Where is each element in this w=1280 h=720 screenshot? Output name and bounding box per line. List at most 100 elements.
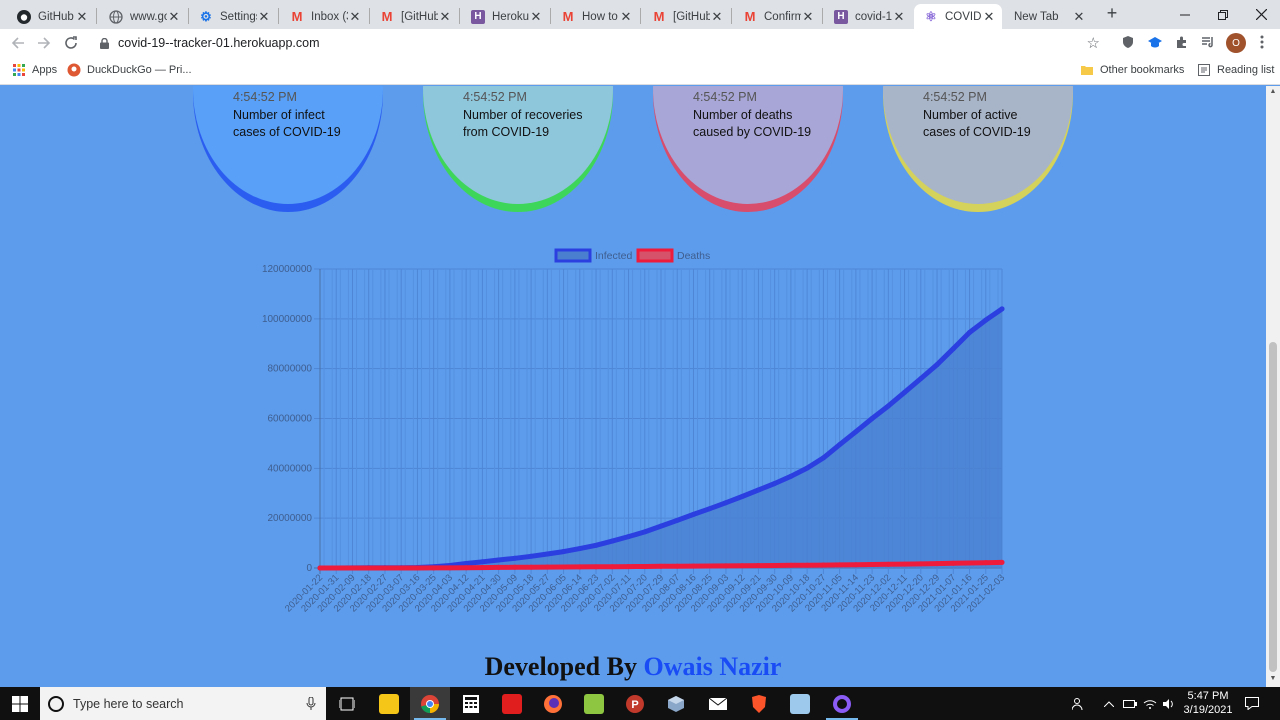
taskbar-postman[interactable]: P xyxy=(615,687,655,720)
restore-icon xyxy=(1218,9,1228,20)
data-point-infected xyxy=(479,559,485,565)
clock-time: 5:47 PM xyxy=(1187,690,1229,702)
browser-tab[interactable]: M Inbox (3✕ xyxy=(280,4,368,29)
extension-shield-icon[interactable] xyxy=(1119,33,1137,51)
extensions-puzzle-icon[interactable] xyxy=(1173,33,1191,51)
browser-tab[interactable]: M [GitHub]✕ xyxy=(370,4,458,29)
browser-tab[interactable]: M [GitHub]✕ xyxy=(642,4,730,29)
start-button[interactable] xyxy=(0,687,40,720)
taskbar-calculator[interactable] xyxy=(451,687,491,720)
github-desktop-icon xyxy=(833,694,851,713)
taskbar-acrobat[interactable] xyxy=(492,687,532,720)
reload-button[interactable] xyxy=(61,33,81,53)
volume-icon[interactable] xyxy=(1160,687,1178,720)
tab-close-icon[interactable]: ✕ xyxy=(258,8,270,24)
github-icon xyxy=(17,9,31,24)
browser-tab[interactable]: www.go ✕ xyxy=(99,4,187,29)
tab-close-icon[interactable]: ✕ xyxy=(530,8,542,24)
browser-menu-icon[interactable] xyxy=(1253,33,1271,51)
bookmark-star-icon[interactable]: ☆ xyxy=(1086,35,1100,52)
taskbar-chrome[interactable] xyxy=(410,687,450,720)
people-icon[interactable] xyxy=(1068,687,1090,720)
tab-close-icon[interactable]: ✕ xyxy=(620,8,632,24)
new-tab-button[interactable]: + xyxy=(1106,3,1118,23)
taskbar-firefox[interactable] xyxy=(533,687,573,720)
tab-title: [GitHub] xyxy=(401,10,438,23)
browser-tab[interactable]: M Confirm ✕ xyxy=(733,4,821,29)
browser-tab[interactable]: H Heroku ✕ xyxy=(461,4,549,29)
tab-title: How to xyxy=(582,10,618,23)
reading-list-button[interactable]: Reading list xyxy=(1197,63,1274,77)
restore-button[interactable] xyxy=(1204,0,1242,29)
tab-close-icon[interactable]: ✕ xyxy=(983,8,995,24)
data-point-infected xyxy=(496,557,502,563)
browser-tab[interactable]: ⚙ Settings✕ xyxy=(189,4,277,29)
data-point-infected xyxy=(658,523,664,529)
data-point-infected xyxy=(609,538,615,544)
tab-close-icon[interactable]: ✕ xyxy=(893,8,905,24)
page-scrollbar[interactable]: ▲ ▼ xyxy=(1266,86,1280,687)
taskbar-mail[interactable] xyxy=(698,687,738,720)
task-view-button[interactable] xyxy=(327,687,367,720)
tab-close-icon[interactable]: ✕ xyxy=(1073,8,1085,24)
data-point-infected xyxy=(707,506,713,512)
tab-close-icon[interactable]: ✕ xyxy=(168,8,180,24)
y-tick-label: 80000000 xyxy=(268,364,313,375)
wifi-icon[interactable] xyxy=(1140,687,1160,720)
scrollbar-thumb[interactable] xyxy=(1269,342,1277,672)
stat-card: 4:54:52 PM Number of deaths caused by COV… xyxy=(653,86,843,212)
tab-close-icon[interactable]: ✕ xyxy=(349,8,361,24)
tab-title: covid-1 xyxy=(855,10,892,23)
folder-icon xyxy=(379,693,399,714)
y-axis-labels: 0 20000000 40000000 60000000 80000000 1000000… xyxy=(262,264,313,574)
y-tick-label: 120000000 xyxy=(262,264,312,275)
extension-cap-icon[interactable] xyxy=(1146,33,1164,51)
bookmark-apps[interactable]: Apps xyxy=(12,63,57,77)
close-window-button[interactable] xyxy=(1242,0,1280,29)
duckduckgo-icon xyxy=(67,63,81,77)
data-point-deaths xyxy=(463,565,469,571)
profile-avatar[interactable]: O xyxy=(1226,33,1246,53)
tab-close-icon[interactable]: ✕ xyxy=(711,8,723,24)
system-clock[interactable]: 5:47 PM 3/19/2021 xyxy=(1175,689,1241,717)
battery-icon[interactable] xyxy=(1120,687,1140,720)
other-bookmarks-folder[interactable]: Other bookmarks xyxy=(1080,63,1184,77)
browser-tab[interactable]: GitHub ✕ xyxy=(7,4,95,29)
media-control-icon[interactable] xyxy=(1199,33,1217,51)
taskbar-virtualbox[interactable] xyxy=(656,687,696,720)
taskbar-brave[interactable] xyxy=(739,687,779,720)
tab-close-icon[interactable]: ✕ xyxy=(76,8,88,24)
tab-title: GitHub xyxy=(38,10,74,23)
minimize-button[interactable] xyxy=(1166,0,1204,29)
tab-separator xyxy=(188,8,189,24)
notification-center-icon[interactable] xyxy=(1242,687,1262,720)
tab-close-icon[interactable]: ✕ xyxy=(802,8,814,24)
browser-tab[interactable]: New Tab ✕ xyxy=(1004,4,1092,29)
data-point-deaths xyxy=(772,562,778,568)
firefox-icon xyxy=(544,694,562,713)
data-point-infected xyxy=(918,376,924,382)
data-point-deaths xyxy=(382,565,388,571)
taskbar-github-desktop[interactable] xyxy=(822,687,862,720)
x-axis-labels: 2020-01-222020-01-312020-02-092020-02-18… xyxy=(283,572,1007,614)
chevron-up-icon[interactable] xyxy=(1099,687,1119,720)
scroll-down-arrow-icon[interactable]: ▼ xyxy=(1269,675,1277,682)
forward-button[interactable] xyxy=(34,33,54,53)
browser-tab[interactable]: ⚛ COVID- ✕ xyxy=(914,4,1002,29)
task-view-icon xyxy=(339,697,355,710)
taskbar-search-box[interactable]: Type here to search xyxy=(40,687,326,720)
taskbar-file-explorer[interactable] xyxy=(369,687,409,720)
back-button[interactable] xyxy=(8,33,28,53)
taskbar-notepad-plus[interactable] xyxy=(574,687,614,720)
bookmark-duckduckgo[interactable]: DuckDuckGo — Pri... xyxy=(67,63,192,77)
taskbar-app-blue[interactable] xyxy=(780,687,820,720)
other-bookmarks-label: Other bookmarks xyxy=(1100,64,1185,76)
scroll-up-arrow-icon[interactable]: ▲ xyxy=(1269,88,1277,95)
tab-close-icon[interactable]: ✕ xyxy=(439,8,451,24)
data-point-deaths xyxy=(707,563,713,569)
stat-card-time: 4:54:52 PM xyxy=(693,90,757,104)
address-bar[interactable]: covid-19--tracker-01.herokuapp.com ☆ xyxy=(88,30,1112,56)
browser-tab[interactable]: M How to ✕ xyxy=(551,4,639,29)
data-point-deaths xyxy=(626,564,632,570)
